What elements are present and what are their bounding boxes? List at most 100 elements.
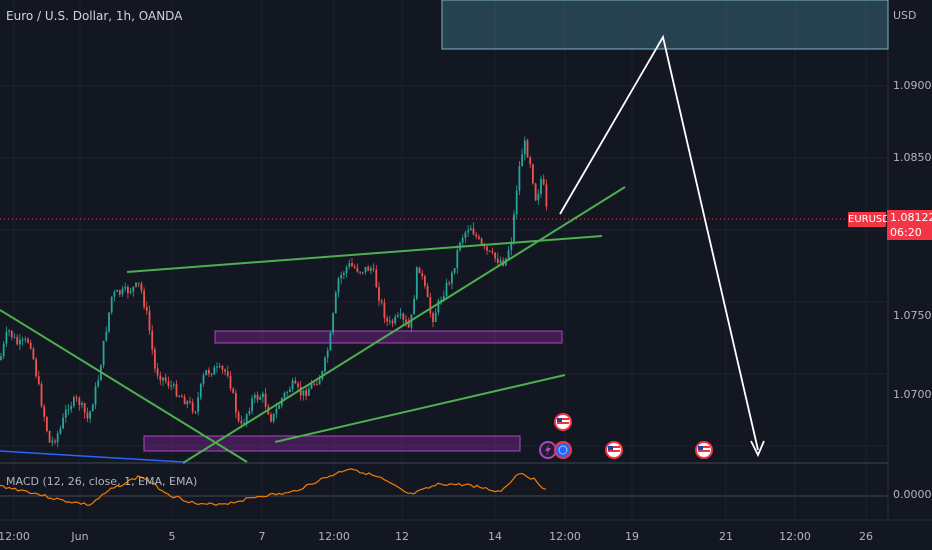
candle-body (13, 337, 16, 339)
globe-icon[interactable] (554, 441, 572, 459)
candle-body (359, 271, 361, 273)
candle-body (140, 283, 143, 291)
candle-body (16, 337, 19, 345)
candle-body (413, 298, 415, 315)
candle-body (310, 383, 313, 389)
macd-indicator-title[interactable]: MACD (12, 26, close, 1, EMA, EMA) (6, 475, 198, 488)
candle-body (116, 290, 118, 292)
ascending-trendline[interactable] (182, 186, 626, 464)
candle-body (194, 411, 197, 413)
candle-body (418, 267, 421, 273)
upper-trendline[interactable] (126, 235, 603, 273)
blue-trendline[interactable] (0, 450, 184, 463)
candle-body (83, 403, 86, 413)
candle-body (302, 390, 305, 396)
time-label: 14 (488, 530, 502, 543)
currency-label[interactable]: USD (893, 9, 917, 22)
candle-body (108, 312, 110, 332)
candle-body (208, 370, 210, 374)
candle-body (43, 406, 46, 418)
candle-body (8, 330, 10, 332)
candle-body (283, 392, 286, 399)
time-label: 19 (625, 530, 639, 543)
candle-body (372, 268, 375, 270)
candle-body (70, 405, 73, 410)
candle-body (54, 440, 56, 443)
candle-body (27, 338, 29, 343)
candle-body (151, 330, 154, 350)
candle-body (318, 379, 321, 385)
candle-body (262, 393, 264, 398)
candle-body (472, 228, 475, 235)
candle-body (313, 383, 316, 385)
bar-countdown: 06:20 (890, 226, 922, 239)
candle-body (356, 267, 359, 272)
candle-body (102, 340, 105, 366)
event-icons (539, 413, 713, 459)
price-label: 1.08500 (893, 151, 932, 164)
candle-body (469, 228, 472, 231)
candle-body (475, 234, 478, 237)
candle-body (143, 290, 145, 307)
candle-body (164, 377, 167, 382)
lower-trendline[interactable] (274, 374, 566, 443)
candle-body (334, 292, 337, 314)
candle-body (513, 214, 515, 242)
candle-body (491, 251, 494, 253)
candle-body (467, 230, 469, 233)
candle-body (127, 286, 129, 294)
candle-body (353, 266, 356, 268)
symbol-price-tag: EURUSD (848, 212, 890, 227)
candlestick-series (0, 136, 548, 448)
candle-body (340, 274, 343, 279)
candle-body (172, 384, 175, 386)
resistance-zone[interactable] (214, 330, 563, 344)
candle-body (521, 154, 523, 167)
candle-body (451, 272, 453, 284)
descending-trendline[interactable] (0, 309, 248, 463)
candle-body (402, 313, 405, 320)
symbol-title[interactable]: Euro / U.S. Dollar, 1h, OANDA (6, 9, 183, 23)
candle-body (478, 236, 480, 239)
us-flag-icon[interactable] (554, 413, 572, 431)
candle-body (48, 431, 51, 443)
candle-body (324, 357, 326, 372)
candle-body (21, 339, 24, 341)
candle-body (73, 397, 75, 406)
projection-path[interactable] (559, 34, 765, 458)
support-zone[interactable] (143, 435, 521, 452)
candle-body (415, 267, 418, 299)
time-label: 5 (168, 530, 176, 543)
time-label: 12 (395, 530, 409, 543)
candle-body (378, 287, 380, 301)
candle-body (186, 401, 189, 405)
candle-body (297, 383, 299, 387)
candle-body (386, 317, 388, 322)
candle-body (210, 373, 213, 375)
candle-body (221, 366, 224, 370)
candle-body (375, 269, 378, 288)
candle-body (175, 384, 178, 397)
candle-body (496, 258, 499, 263)
candle-body (37, 376, 40, 385)
us-flag-icon[interactable] (695, 441, 713, 459)
candle-body (429, 297, 432, 314)
target-zone[interactable] (441, 0, 889, 50)
candle-body (286, 391, 289, 393)
candle-body (170, 385, 172, 387)
candle-body (59, 428, 62, 434)
candle-body (424, 276, 426, 286)
candle-body (507, 249, 510, 259)
lightning-icon[interactable] (539, 441, 557, 459)
candle-body (189, 401, 191, 403)
candle-body (89, 411, 91, 419)
candle-body (2, 343, 5, 357)
candle-body (224, 369, 226, 372)
candle-body (113, 291, 116, 297)
candle-body (0, 356, 2, 360)
candle-body (148, 310, 151, 331)
us-flag-icon[interactable] (605, 441, 623, 459)
candle-body (46, 417, 48, 432)
